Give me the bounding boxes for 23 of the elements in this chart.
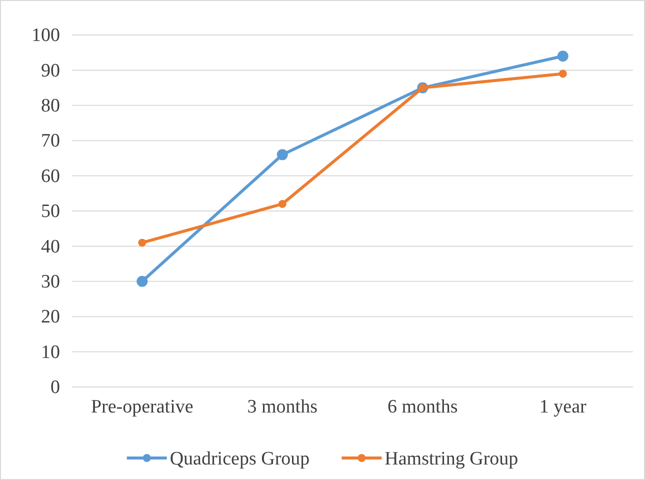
y-tick-label: 10: [41, 342, 60, 363]
y-tick-label: 40: [41, 236, 60, 258]
y-tick-label: 50: [41, 201, 60, 222]
point: [557, 50, 568, 62]
point: [138, 238, 146, 247]
x-tick-label: 6 months: [388, 396, 458, 418]
y-tick-label: 0: [50, 377, 60, 398]
point: [136, 276, 148, 287]
point: [276, 149, 288, 160]
y-tick-label: 90: [41, 60, 60, 82]
y-tick-label: 60: [41, 166, 60, 187]
point: [278, 200, 286, 208]
legend-label: Hamstring Group: [384, 448, 518, 470]
x-tick-label: Pre-operative: [90, 396, 194, 418]
x-tick-label: 1 year: [539, 396, 588, 418]
y-tick-label: 70: [41, 130, 60, 152]
point: [558, 70, 567, 78]
legend-label: Quadriceps Group: [170, 448, 310, 470]
y-tick-label: 100: [32, 25, 60, 46]
x-tick-label: 3 months: [247, 396, 318, 418]
y-tick-label: 30: [41, 271, 60, 292]
y-tick-label: 80: [41, 95, 60, 116]
y-tick-label: 20: [41, 306, 60, 328]
